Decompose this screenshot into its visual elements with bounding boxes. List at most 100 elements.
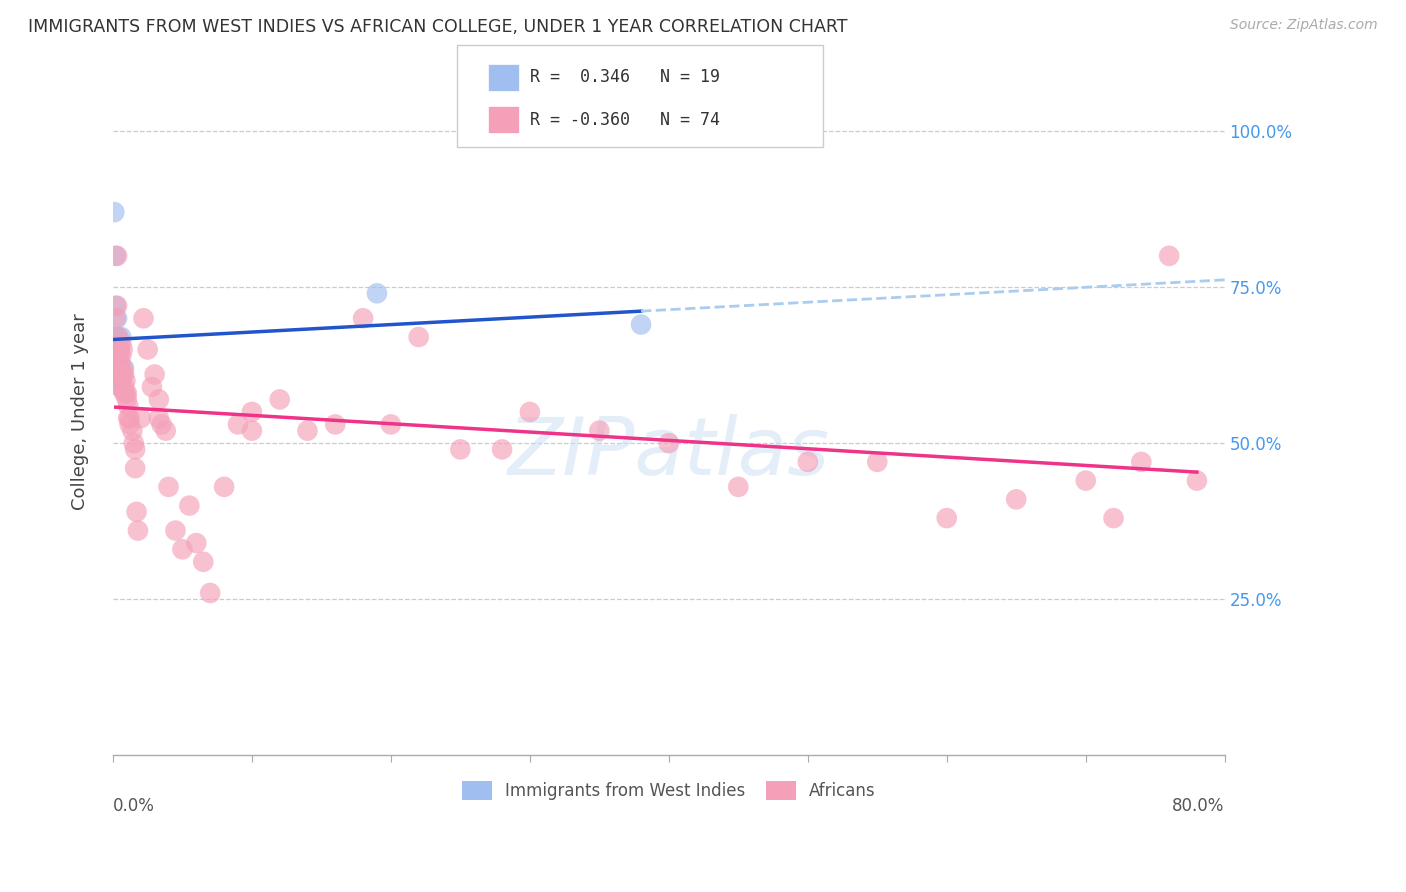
- Point: [240, 405, 263, 419]
- Point: [193, 555, 215, 569]
- Point: [108, 368, 131, 382]
- Point: [150, 417, 173, 432]
- Point: [105, 330, 128, 344]
- Text: College, Under 1 year: College, Under 1 year: [70, 314, 89, 510]
- Point: [110, 336, 132, 351]
- Point: [107, 355, 129, 369]
- Point: [323, 417, 346, 432]
- Point: [1102, 511, 1125, 525]
- Point: [127, 524, 149, 538]
- Point: [380, 417, 402, 432]
- Point: [108, 361, 131, 376]
- Point: [352, 311, 374, 326]
- Point: [122, 436, 145, 450]
- Text: IMMIGRANTS FROM WEST INDIES VS AFRICAN COLLEGE, UNDER 1 YEAR CORRELATION CHART: IMMIGRANTS FROM WEST INDIES VS AFRICAN C…: [28, 18, 848, 36]
- Point: [105, 311, 128, 326]
- Point: [112, 380, 135, 394]
- Point: [114, 386, 136, 401]
- Point: [935, 511, 957, 525]
- Point: [104, 311, 127, 326]
- Point: [172, 542, 194, 557]
- Point: [108, 374, 131, 388]
- Point: [115, 392, 138, 407]
- Point: [118, 411, 141, 425]
- Text: R = -0.360   N = 74: R = -0.360 N = 74: [530, 111, 720, 128]
- Point: [108, 380, 131, 394]
- Point: [148, 411, 170, 425]
- Point: [1074, 474, 1097, 488]
- Point: [165, 524, 187, 538]
- Point: [132, 311, 155, 326]
- Point: [124, 442, 146, 457]
- Point: [297, 424, 319, 438]
- Point: [104, 249, 127, 263]
- Point: [155, 424, 177, 438]
- Point: [121, 424, 143, 438]
- Point: [117, 411, 139, 425]
- Point: [108, 368, 131, 382]
- Point: [110, 368, 132, 382]
- Point: [105, 249, 128, 263]
- Text: 0.0%: 0.0%: [112, 797, 155, 814]
- Point: [108, 355, 131, 369]
- Point: [1159, 249, 1181, 263]
- Point: [110, 330, 132, 344]
- Point: [129, 411, 152, 425]
- Point: [107, 343, 129, 357]
- Legend: Immigrants from West Indies, Africans: Immigrants from West Indies, Africans: [454, 772, 884, 809]
- Point: [143, 368, 166, 382]
- Point: [112, 386, 135, 401]
- Point: [1185, 474, 1208, 488]
- Text: Source: ZipAtlas.com: Source: ZipAtlas.com: [1230, 18, 1378, 32]
- Point: [108, 361, 131, 376]
- Point: [105, 299, 128, 313]
- Point: [630, 318, 652, 332]
- Point: [105, 330, 128, 344]
- Point: [240, 424, 263, 438]
- Point: [408, 330, 430, 344]
- Point: [107, 330, 129, 344]
- Point: [118, 417, 141, 432]
- Point: [108, 343, 131, 357]
- Point: [108, 361, 131, 376]
- Point: [112, 361, 135, 376]
- Point: [588, 424, 610, 438]
- Point: [212, 480, 235, 494]
- Point: [115, 386, 138, 401]
- Point: [125, 505, 148, 519]
- Point: [112, 368, 135, 382]
- Point: [141, 380, 163, 394]
- Point: [366, 286, 388, 301]
- Point: [269, 392, 291, 407]
- Point: [186, 536, 208, 550]
- Point: [107, 349, 129, 363]
- Point: [226, 417, 249, 432]
- Point: [200, 586, 222, 600]
- Point: [107, 361, 129, 376]
- Point: [157, 480, 180, 494]
- Point: [107, 343, 129, 357]
- Point: [148, 392, 170, 407]
- Point: [124, 461, 146, 475]
- Point: [491, 442, 513, 457]
- Point: [727, 480, 749, 494]
- Text: R =  0.346   N = 19: R = 0.346 N = 19: [530, 69, 720, 87]
- Point: [111, 361, 134, 376]
- Point: [519, 405, 541, 419]
- Point: [111, 368, 134, 382]
- Point: [103, 205, 125, 219]
- Point: [111, 343, 134, 357]
- Point: [1005, 492, 1028, 507]
- Point: [658, 436, 681, 450]
- Point: [449, 442, 471, 457]
- Point: [1130, 455, 1153, 469]
- Point: [136, 343, 159, 357]
- Point: [114, 374, 136, 388]
- Point: [179, 499, 201, 513]
- Point: [117, 399, 139, 413]
- Point: [866, 455, 889, 469]
- Point: [104, 299, 127, 313]
- Text: 80.0%: 80.0%: [1173, 797, 1225, 814]
- Text: ZIPatlas: ZIPatlas: [508, 414, 830, 492]
- Point: [110, 380, 132, 394]
